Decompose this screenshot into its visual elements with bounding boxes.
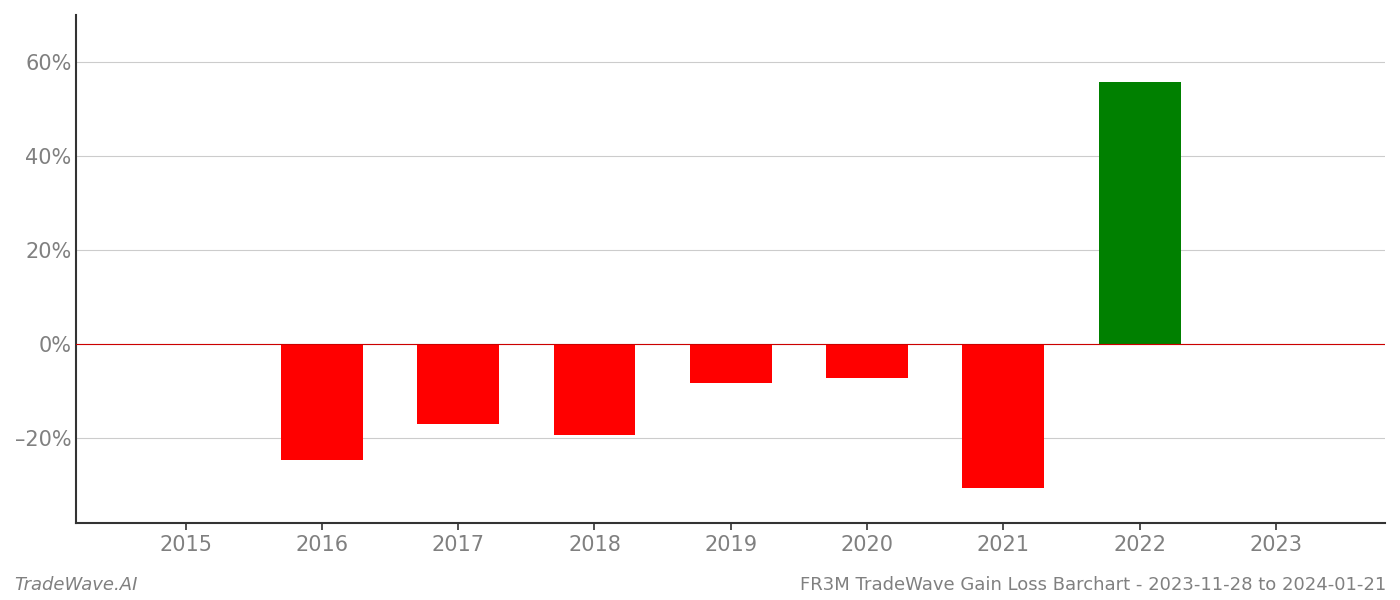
Bar: [690, 344, 771, 383]
Bar: [281, 344, 363, 460]
Bar: [1099, 82, 1180, 344]
Bar: [826, 344, 909, 378]
Text: FR3M TradeWave Gain Loss Barchart - 2023-11-28 to 2024-01-21: FR3M TradeWave Gain Loss Barchart - 2023…: [799, 576, 1386, 594]
Bar: [962, 344, 1044, 488]
Text: TradeWave.AI: TradeWave.AI: [14, 576, 137, 594]
Bar: [417, 344, 498, 424]
Bar: [553, 344, 636, 435]
